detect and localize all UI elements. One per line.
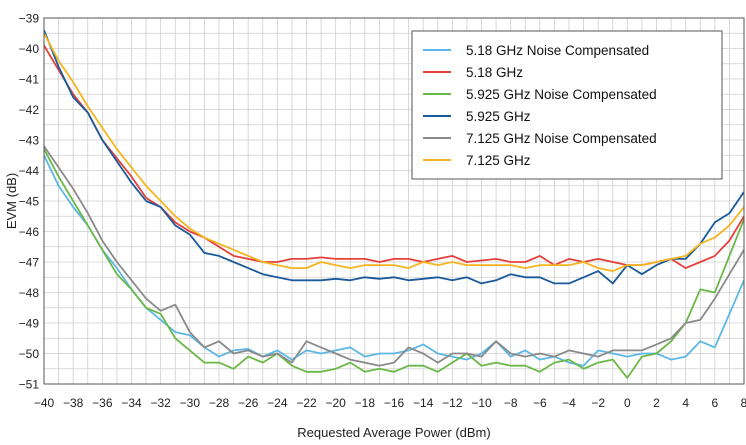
x-tick-label: −18 xyxy=(355,396,376,410)
x-tick-label: −4 xyxy=(562,396,576,410)
x-tick-label: −24 xyxy=(267,396,288,410)
x-tick-label: 0 xyxy=(624,396,631,410)
y-tick-label: −40 xyxy=(19,42,40,56)
y-tick-label: −48 xyxy=(19,286,40,300)
plot-frame xyxy=(43,17,745,385)
y-tick-label: −43 xyxy=(19,134,40,148)
x-tick-label: −16 xyxy=(384,396,405,410)
grid-lines xyxy=(43,17,745,385)
series-line-6 xyxy=(43,32,745,273)
x-tick-label: −40 xyxy=(34,396,55,410)
series-line-5 xyxy=(43,145,745,367)
y-tick-label: −50 xyxy=(19,347,40,361)
y-tick-labels: −39 −40 −41 −42 −43 −44 −45 −46 −47 −48 −49 −50 −51 xyxy=(19,12,40,392)
x-tick-label: −26 xyxy=(238,396,259,410)
x-tick-label: −38 xyxy=(63,396,84,410)
legend-label: 5.18 GHz xyxy=(466,65,523,80)
x-tick-label: 4 xyxy=(682,396,689,410)
x-tick-label: −12 xyxy=(442,396,463,410)
y-tick-label: −47 xyxy=(19,256,40,270)
x-tick-label: 6 xyxy=(711,396,718,410)
legend-label: 5.925 GHz Noise Compensated xyxy=(466,87,657,102)
x-tick-label: −34 xyxy=(121,396,142,410)
legend-label: 7.125 GHz xyxy=(466,153,531,168)
series-line-1 xyxy=(43,154,745,367)
x-tick-labels: −40 −38 −36 −34 −32 −30 −28 −26 −24 −22 −20 −18 −16−… xyxy=(34,396,746,410)
x-tick-label: −22 xyxy=(296,396,317,410)
x-tick-label: −32 xyxy=(150,396,171,410)
x-tick-label: −2 xyxy=(591,396,605,410)
y-tick-label: −45 xyxy=(19,195,40,209)
legend-label: 7.125 GHz Noise Compensated xyxy=(466,131,657,146)
x-tick-label: −14 xyxy=(413,396,434,410)
legend-label: 5.925 GHz xyxy=(466,109,531,124)
y-tick-label: −46 xyxy=(19,225,40,239)
x-tick-label: 8 xyxy=(741,396,746,410)
y-axis-label: EVM (dB) xyxy=(4,173,19,229)
y-tick-label: −42 xyxy=(19,103,40,117)
y-tick-label: −39 xyxy=(19,12,40,26)
x-tick-label: −36 xyxy=(92,396,113,410)
x-tick-label: −8 xyxy=(504,396,518,410)
y-tick-label: −51 xyxy=(19,378,40,392)
series-line-3 xyxy=(43,148,745,379)
y-tick-label: −44 xyxy=(19,164,40,178)
x-tick-label: −20 xyxy=(325,396,346,410)
y-tick-label: −49 xyxy=(19,317,40,331)
legend: 5.18 GHz Noise Compensated 5.18 GHz 5.925 … xyxy=(411,30,723,180)
x-axis-label: Requested Average Power (dBm) xyxy=(297,425,490,440)
x-tick-label: −10 xyxy=(471,396,492,410)
legend-label: 5.18 GHz Noise Compensated xyxy=(466,43,649,58)
series-layer xyxy=(43,29,745,379)
x-tick-label: −28 xyxy=(209,396,230,410)
x-tick-label: −30 xyxy=(180,396,201,410)
x-tick-label: −6 xyxy=(533,396,547,410)
y-tick-label: −41 xyxy=(19,73,40,87)
legend-box xyxy=(411,30,723,180)
x-tick-label: 2 xyxy=(653,396,660,410)
